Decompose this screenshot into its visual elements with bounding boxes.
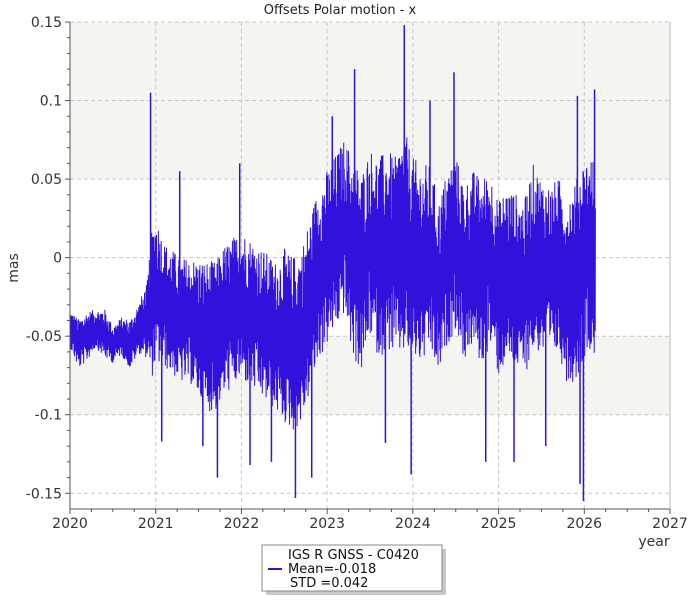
x-tick-label: 2020 xyxy=(52,516,88,532)
plot-band xyxy=(70,22,670,101)
x-tick-label: 2021 xyxy=(138,516,174,532)
legend-std: STD =0.042 xyxy=(290,576,368,591)
y-tick-label: 0.15 xyxy=(31,15,62,31)
y-tick-label: -0.05 xyxy=(26,329,62,345)
x-tick-label: 2027 xyxy=(652,516,688,532)
y-axis-title: mas xyxy=(6,253,22,283)
legend-series-name: IGS R GNSS - C0420 xyxy=(288,548,419,563)
x-axis-title: year xyxy=(638,534,669,550)
x-tick-label: 2024 xyxy=(395,516,431,532)
chart-title: Offsets Polar motion - x xyxy=(264,3,417,18)
y-tick-label: -0.1 xyxy=(35,408,62,424)
legend: IGS R GNSS - C0420 Mean=-0.018 STD =0.04… xyxy=(261,544,446,595)
x-axis-ticks: 2020 2021 2022 2023 2024 2025 2026 2027 xyxy=(52,509,688,532)
x-tick-label: 2025 xyxy=(481,516,517,532)
y-tick-label: -0.15 xyxy=(26,486,62,502)
y-axis-ticks: 0.15 0.1 0.05 0 -0.05 -0.1 -0.15 xyxy=(26,15,70,502)
x-tick-label: 2022 xyxy=(224,516,260,532)
y-tick-label: 0.05 xyxy=(31,172,62,188)
x-tick-label: 2026 xyxy=(566,516,602,532)
y-tick-label: 0.1 xyxy=(40,94,62,110)
plot-band xyxy=(70,100,670,180)
x-tick-label: 2023 xyxy=(309,516,345,532)
series-layer xyxy=(69,25,596,502)
legend-mean: Mean=-0.018 xyxy=(288,562,376,577)
y-tick-label: 0 xyxy=(53,251,62,267)
legend-box xyxy=(261,544,443,592)
